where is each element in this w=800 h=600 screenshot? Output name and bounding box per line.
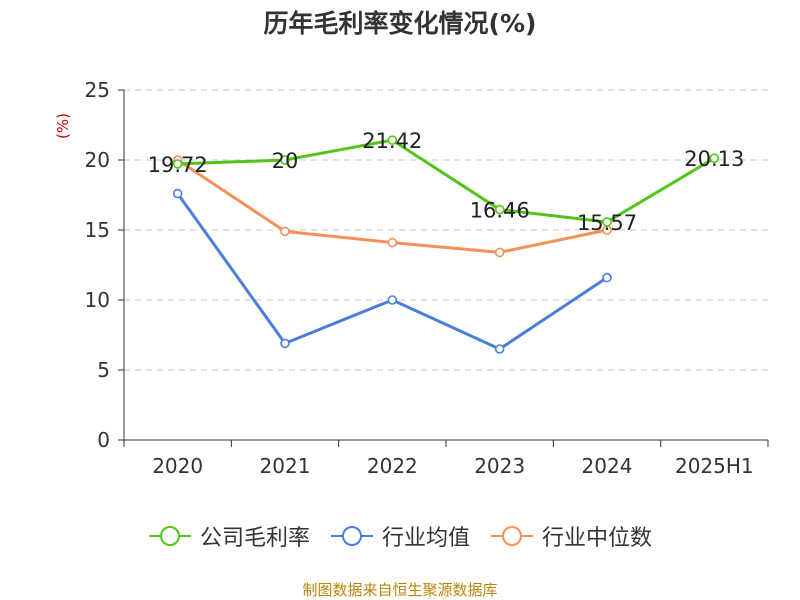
- series-line: [176, 192, 608, 351]
- y-tick-label: 10: [85, 288, 110, 312]
- data-point[interactable]: [494, 344, 505, 354]
- legend-marker-icon: [491, 526, 533, 546]
- series-line: [177, 138, 716, 224]
- legend-marker-icon: [148, 526, 191, 546]
- y-tick-label: 15: [85, 218, 110, 242]
- legend-label: 行业中位数: [542, 526, 653, 551]
- data-point[interactable]: [494, 204, 505, 215]
- legend-item[interactable]: 行业均值: [330, 520, 470, 552]
- data-point[interactable]: [280, 226, 290, 237]
- x-tick-label: 2023: [474, 454, 525, 478]
- legend-item[interactable]: 行业中位数: [490, 520, 652, 552]
- data-point[interactable]: [709, 153, 720, 163]
- source-note: 制图数据来自恒生聚源数据库: [302, 581, 498, 599]
- x-tick-label: 2022: [367, 454, 418, 478]
- data-label: 15.57: [577, 211, 637, 235]
- data-label: 16.46: [470, 199, 530, 223]
- legend-label: 公司毛利率: [199, 526, 310, 551]
- legend-label: 行业均值: [381, 526, 470, 551]
- data-point[interactable]: [280, 338, 290, 349]
- data-point[interactable]: [387, 135, 398, 145]
- chart-title: 历年毛利率变化情况(%): [263, 9, 537, 38]
- y-tick-label: 5: [97, 358, 110, 382]
- data-point[interactable]: [172, 188, 183, 199]
- data-point[interactable]: [387, 295, 398, 305]
- data-label: 20.13: [684, 147, 744, 171]
- x-tick-label: 2024: [582, 454, 633, 478]
- data-point[interactable]: [280, 155, 290, 165]
- data-point[interactable]: [602, 217, 612, 227]
- y-tick-label: 25: [85, 78, 110, 102]
- data-label: 19.72: [148, 153, 208, 177]
- x-tick-label: 2025H1: [675, 454, 754, 478]
- y-tick-label: 20: [85, 148, 110, 172]
- data-point[interactable]: [494, 247, 505, 258]
- legend: 公司毛利率 行业均值 行业中位数: [0, 520, 800, 552]
- y-axis-unit-label: (%): [54, 113, 72, 139]
- y-tick-label: 0: [97, 428, 110, 452]
- data-point[interactable]: [387, 237, 398, 248]
- data-label: 21.42: [362, 129, 422, 153]
- x-tick-label: 2021: [260, 454, 311, 478]
- data-point[interactable]: [172, 159, 183, 169]
- data-label: 20: [272, 149, 299, 173]
- legend-item[interactable]: 公司毛利率: [148, 520, 310, 552]
- legend-marker-icon: [330, 526, 373, 546]
- x-tick-label: 2020: [152, 454, 203, 478]
- data-point[interactable]: [602, 272, 612, 283]
